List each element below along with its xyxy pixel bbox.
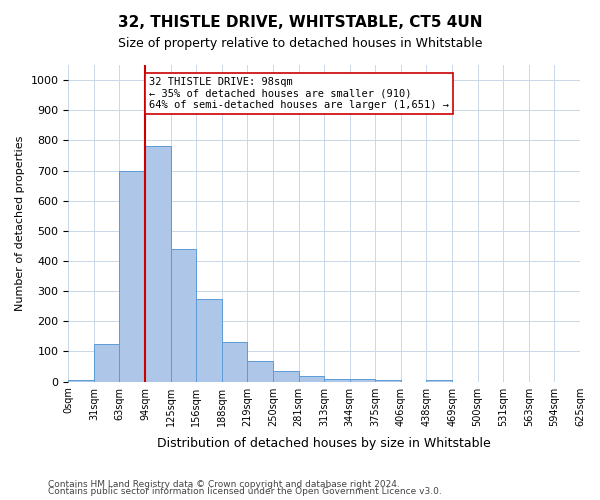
Bar (170, 249, 196, 382)
Text: Size of property relative to detached houses in Whitstable: Size of property relative to detached ho… (118, 38, 482, 51)
Bar (94, 344, 119, 382)
Bar (273, 371, 299, 382)
Text: Contains HM Land Registry data © Crown copyright and database right 2024.: Contains HM Land Registry data © Crown c… (48, 480, 400, 489)
Text: 32 THISTLE DRIVE: 98sqm
← 35% of detached houses are smaller (910)
64% of semi-d: 32 THISTLE DRIVE: 98sqm ← 35% of detache… (149, 77, 449, 110)
X-axis label: Distribution of detached houses by size in Whitstable: Distribution of detached houses by size … (157, 437, 491, 450)
Bar (350, 378, 376, 382)
Bar (427, 380, 452, 382)
Bar (68, 380, 94, 382)
Bar (299, 376, 324, 382)
Bar (145, 146, 170, 382)
Text: 32, THISTLE DRIVE, WHITSTABLE, CT5 4UN: 32, THISTLE DRIVE, WHITSTABLE, CT5 4UN (118, 15, 482, 30)
Bar (247, 360, 273, 382)
Bar (119, 170, 145, 382)
Bar (324, 378, 350, 382)
Y-axis label: Number of detached properties: Number of detached properties (15, 136, 25, 311)
Bar (222, 342, 247, 382)
Bar (196, 298, 222, 382)
Bar (376, 380, 401, 382)
Text: Contains public sector information licensed under the Open Government Licence v3: Contains public sector information licen… (48, 487, 442, 496)
